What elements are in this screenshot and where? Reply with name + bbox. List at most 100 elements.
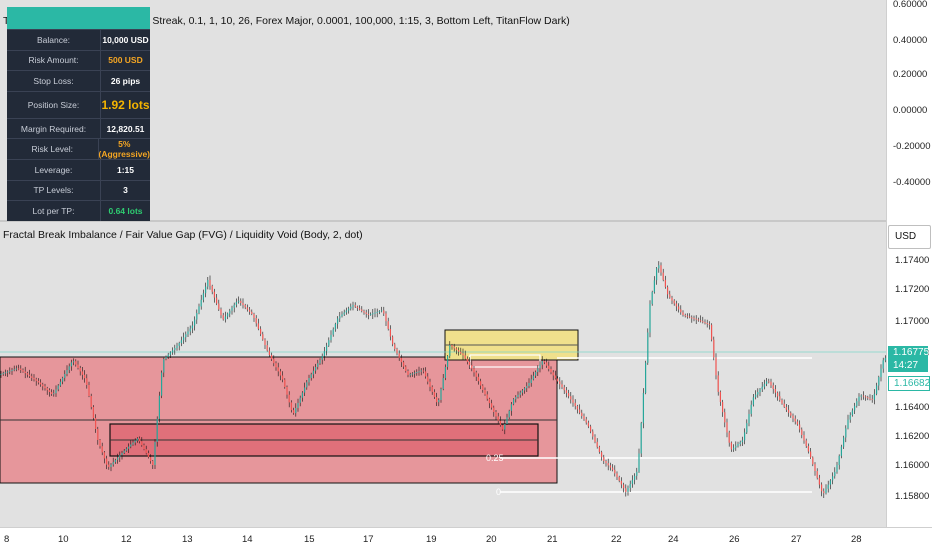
candle-body <box>730 442 732 450</box>
candle-body <box>405 366 407 371</box>
candle-body <box>378 311 380 313</box>
pane-divider[interactable] <box>0 220 932 222</box>
candle-body <box>275 363 277 368</box>
candle-body <box>77 364 79 368</box>
candle-body <box>257 323 259 329</box>
price-axis[interactable]: 0.60000 0.40000 0.20000 0.00000 -0.20000 -0.4… <box>886 0 932 528</box>
candle-body <box>238 300 240 302</box>
candle-body <box>429 381 431 387</box>
risk-table-row: Balance: 10,000 USD <box>7 29 150 50</box>
candle-body <box>717 375 719 392</box>
candle-body <box>108 464 110 467</box>
candle-body <box>882 360 884 369</box>
time-tick-label: 24 <box>668 534 679 545</box>
time-axis[interactable]: 8 10 12 13 14 15 17 19 20 21 22 24 26 27 28 <box>0 527 932 551</box>
candle-body <box>453 346 455 349</box>
candle-body <box>81 371 83 375</box>
candle-body <box>869 398 871 400</box>
candle-body <box>744 432 746 441</box>
candle-body <box>150 457 152 462</box>
candle-body <box>803 435 805 441</box>
candle-body <box>249 309 251 312</box>
risk-row-value: 0.64 lots <box>108 205 143 216</box>
currency-label[interactable]: USD <box>888 225 931 249</box>
candle-body <box>59 381 61 386</box>
candle-body <box>594 436 596 442</box>
candle-body <box>66 370 68 374</box>
candle-body <box>766 381 768 384</box>
candle-body <box>75 361 77 365</box>
candle-body <box>684 315 686 317</box>
candle-body <box>260 328 262 335</box>
candle-body <box>172 350 174 353</box>
candle-body <box>660 265 662 273</box>
candle-body <box>242 303 244 306</box>
main-indicator-title[interactable]: Fractal Break Imbalance / Fair Value Gap… <box>3 229 363 241</box>
axis-tick-label: -0.40000 <box>893 177 931 188</box>
candle-body <box>680 309 682 313</box>
candle-body <box>488 398 490 404</box>
candle-body <box>152 461 154 465</box>
candle-body <box>297 402 299 408</box>
candle-body <box>669 294 671 298</box>
candle-body <box>381 310 383 312</box>
time-tick-label: 10 <box>58 534 69 545</box>
candle-body <box>57 385 59 390</box>
candle-body <box>548 365 550 369</box>
candle-body <box>647 332 649 363</box>
price-chart[interactable]: 0.25 0 <box>0 0 886 528</box>
candle-body <box>106 458 108 465</box>
candle-body <box>612 467 614 470</box>
candle-body <box>103 452 105 459</box>
candle-body <box>308 378 310 383</box>
candle-body <box>4 372 6 374</box>
axis-tick-label: -0.20000 <box>893 141 931 152</box>
candle-body <box>873 393 875 400</box>
candle-body <box>420 370 422 372</box>
axis-tick-label: 1.17000 <box>895 316 930 327</box>
candle-body <box>64 374 66 378</box>
candle-body <box>440 389 442 400</box>
candle-body <box>90 396 92 407</box>
candle-body <box>370 314 372 316</box>
candle-body <box>759 389 761 392</box>
candle-body <box>645 362 647 393</box>
candle-body <box>821 484 823 492</box>
candle-body <box>293 410 295 414</box>
candle-body <box>31 376 33 378</box>
candle-body <box>618 477 620 481</box>
candle-body <box>205 286 207 294</box>
candle-body <box>636 471 638 476</box>
candle-body <box>244 305 246 308</box>
candle-body <box>345 310 347 313</box>
candle-body <box>330 334 332 341</box>
candle-body <box>579 409 581 413</box>
candle-body <box>515 397 517 400</box>
risk-row-value: 26 pips <box>110 75 141 86</box>
risk-table-row: Lot per TP: 0.64 lots <box>7 200 150 221</box>
candle-body <box>288 394 290 403</box>
candle-body <box>486 394 488 399</box>
candle-body <box>460 351 462 354</box>
candle-body <box>876 385 878 394</box>
candle-body <box>145 449 147 454</box>
candle-body <box>832 476 834 481</box>
candle-body <box>658 265 660 269</box>
candle-body <box>359 308 361 310</box>
candle-body <box>418 371 420 373</box>
candle-body <box>455 348 457 351</box>
candle-body <box>62 377 64 382</box>
candle-body <box>414 372 416 374</box>
candle-body <box>741 440 743 443</box>
candle-body <box>11 370 13 371</box>
candle-body <box>328 340 330 346</box>
axis-tick-label: 1.17400 <box>895 255 930 266</box>
candle-body <box>752 397 754 405</box>
candle-body <box>26 373 28 375</box>
candle-body <box>631 479 633 484</box>
candle-body <box>836 465 838 472</box>
candle-body <box>163 359 165 373</box>
candle-body <box>422 370 424 372</box>
candle-body <box>321 356 323 360</box>
candle-body <box>167 354 169 357</box>
